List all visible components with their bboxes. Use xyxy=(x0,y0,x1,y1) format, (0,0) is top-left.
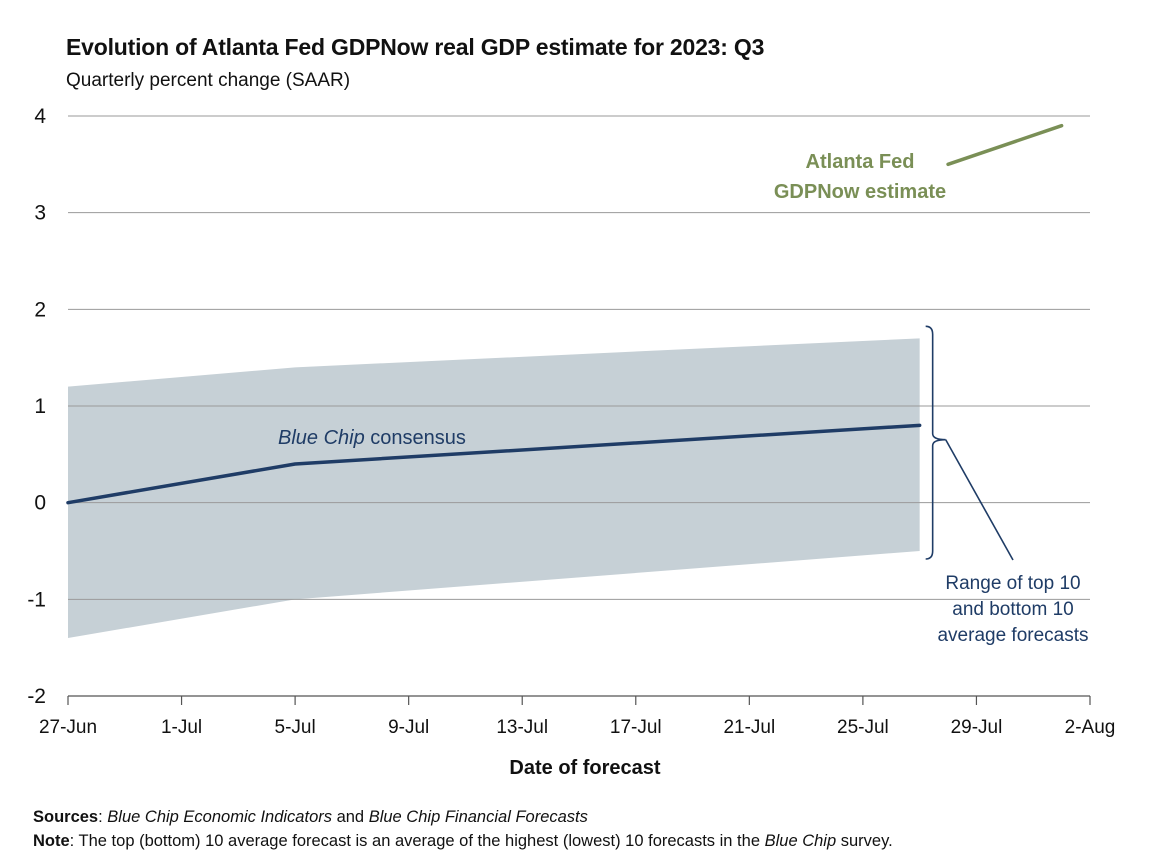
note-label: Note xyxy=(33,832,70,850)
chart-title: Evolution of Atlanta Fed GDPNow real GDP… xyxy=(66,34,765,60)
y-tick-label: 0 xyxy=(34,492,46,515)
blue-chip-consensus-line xyxy=(66,423,922,505)
note-text: : The top (bottom) 10 average forecast i… xyxy=(69,832,765,850)
sources-part1: Blue Chip Economic Indicators xyxy=(107,808,332,826)
y-tick-label: -1 xyxy=(27,588,46,611)
gdpnow-chart: -2 -1 0 1 2 3 4 27-Jun 1-Jul 5-Jul 9-Jul 13-Jul 17-J… xyxy=(27,105,1116,779)
x-tick-label: 1-Jul xyxy=(161,717,202,738)
sources-line: Sources: Blue Chip Economic Indicators a… xyxy=(33,808,588,827)
x-tick-label: 29-Jul xyxy=(951,717,1003,738)
range-label-line: and bottom 10 xyxy=(952,599,1073,620)
range-leader-line xyxy=(944,439,1014,561)
y-tick-label: 2 xyxy=(34,298,46,321)
gdpnow-estimate-line xyxy=(946,123,1064,167)
chart-subtitle: Quarterly percent change (SAAR) xyxy=(66,70,351,91)
y-tick-label: 4 xyxy=(34,105,46,128)
y-tick-label: 1 xyxy=(34,395,46,418)
y-tick-label: 3 xyxy=(34,202,46,225)
gdpnow-label-line1: Atlanta Fed xyxy=(806,151,915,173)
range-bracket xyxy=(925,325,946,560)
gdpnow-label-line2: GDPNow estimate xyxy=(774,181,946,203)
note-italic: Blue Chip xyxy=(764,832,837,850)
sources-and: and xyxy=(332,808,369,826)
x-tick-label: 17-Jul xyxy=(610,717,662,738)
x-tick-label: 21-Jul xyxy=(723,717,775,738)
forecast-range-band xyxy=(68,338,920,638)
sources-part2: Blue Chip Financial Forecasts xyxy=(368,808,588,826)
blue-chip-label-italic: Blue Chip xyxy=(278,427,365,449)
blue-chip-label-rest: consensus xyxy=(365,427,466,449)
x-axis-title: Date of forecast xyxy=(509,757,660,779)
x-tick-label: 27-Jun xyxy=(39,717,97,738)
note-end: survey. xyxy=(836,832,893,850)
x-tick-label: 5-Jul xyxy=(275,717,316,738)
y-tick-label: -2 xyxy=(27,685,46,708)
range-label-line: average forecasts xyxy=(937,625,1088,646)
x-tick-label: 9-Jul xyxy=(388,717,429,738)
x-tick-label: 2-Aug xyxy=(1065,717,1116,738)
x-tick-label: 13-Jul xyxy=(496,717,548,738)
blue-chip-label: Blue Chip consensus xyxy=(278,427,466,449)
sources-sep: : xyxy=(98,808,108,826)
sources-label: Sources xyxy=(33,808,99,826)
x-tick-label: 25-Jul xyxy=(837,717,889,738)
note-line: Note: The top (bottom) 10 average foreca… xyxy=(33,832,893,851)
range-label-line: Range of top 10 xyxy=(945,573,1080,594)
